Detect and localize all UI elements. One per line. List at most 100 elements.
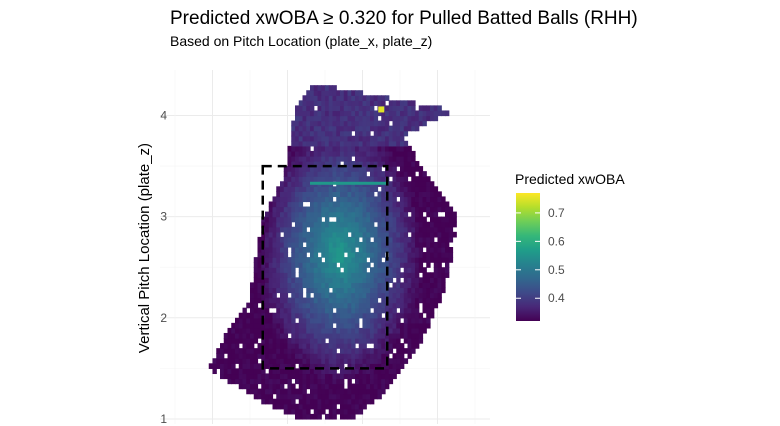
heat-tile	[332, 100, 337, 106]
heat-tile	[317, 196, 322, 203]
heat-tile	[347, 191, 352, 198]
heat-tile	[422, 110, 427, 117]
heat-tile	[358, 247, 364, 253]
heat-tile	[411, 201, 416, 208]
heat-tile	[355, 130, 360, 137]
heat-tile	[302, 257, 307, 263]
heat-tile	[403, 252, 409, 258]
heat-tile	[347, 105, 352, 112]
heat-tile	[283, 231, 289, 238]
heat-tile	[437, 201, 442, 208]
heat-tile	[355, 161, 360, 167]
heat-tile	[280, 378, 285, 385]
heat-tile	[373, 317, 379, 324]
heat-tile	[351, 332, 356, 339]
heat-tile	[343, 348, 349, 354]
heat-tile	[257, 292, 262, 299]
heat-tile	[400, 155, 405, 162]
heat-tile	[317, 211, 322, 218]
heat-tile	[403, 105, 409, 112]
heat-tile	[302, 226, 307, 233]
heat-tile	[295, 140, 300, 147]
heat-tile	[310, 368, 315, 375]
heat-tile	[347, 161, 352, 167]
heat-tile	[366, 332, 371, 339]
heat-tile	[336, 383, 341, 390]
heat-tile	[313, 262, 319, 268]
heat-tile	[377, 135, 382, 142]
heat-tile	[358, 125, 364, 132]
heat-tile	[351, 100, 356, 106]
heat-tile	[276, 368, 281, 375]
heat-tile	[306, 398, 311, 405]
heat-tile	[370, 171, 375, 177]
heat-tile	[448, 216, 454, 223]
heat-tile	[430, 206, 435, 213]
heat-tile	[373, 186, 379, 192]
heat-tile	[377, 358, 382, 364]
heat-tile	[377, 393, 382, 400]
heat-tile	[332, 338, 337, 344]
heat-tile	[302, 267, 307, 273]
heat-tile	[362, 368, 367, 375]
heat-tile	[295, 277, 300, 283]
heat-tile	[317, 282, 322, 289]
heat-tile	[370, 226, 375, 233]
heat-tile	[381, 211, 386, 218]
heat-tile	[310, 206, 315, 213]
heat-tile	[272, 292, 277, 299]
heat-tile	[298, 332, 304, 339]
heat-tile	[388, 348, 394, 354]
heat-tile	[268, 378, 274, 385]
heat-tile	[268, 368, 274, 375]
heat-tile	[313, 216, 319, 223]
heat-tile	[265, 363, 270, 369]
heat-tile	[426, 322, 431, 329]
heat-tile	[347, 388, 352, 395]
heat-tile	[302, 211, 307, 218]
heat-tile	[373, 353, 379, 359]
heat-tile	[336, 90, 341, 96]
heat-tile	[313, 115, 319, 122]
heat-tile	[328, 383, 334, 390]
heat-tile	[295, 226, 300, 233]
heat-tile	[430, 307, 435, 314]
heat-tile	[328, 398, 334, 405]
heat-tile	[340, 312, 345, 319]
heat-tile	[445, 206, 450, 213]
heat-tile	[310, 348, 315, 354]
heat-tile	[276, 216, 281, 223]
heat-tile	[351, 287, 356, 294]
heat-tile	[306, 95, 311, 101]
heat-tile	[415, 166, 420, 172]
heat-tile	[362, 186, 367, 192]
heat-tile	[343, 413, 349, 420]
heat-tile	[235, 332, 240, 339]
heat-tile	[340, 211, 345, 218]
heat-tile	[291, 161, 296, 167]
heat-tile	[377, 287, 382, 294]
heat-tile	[400, 257, 405, 263]
heat-tile	[313, 332, 319, 339]
heat-tile	[250, 358, 255, 364]
heat-tile	[388, 135, 394, 142]
heat-tile	[321, 312, 326, 319]
heat-tile	[268, 343, 274, 349]
heat-tile	[302, 378, 307, 385]
heat-tile	[351, 125, 356, 132]
heat-tile	[283, 378, 289, 385]
heat-tile	[220, 348, 225, 354]
heat-tile	[388, 186, 394, 192]
heat-tile	[441, 241, 446, 248]
heat-tile	[336, 292, 341, 299]
heat-tile	[242, 353, 247, 359]
heat-tile	[400, 140, 405, 147]
heat-tile	[373, 388, 379, 395]
heat-tile	[298, 161, 304, 167]
heat-tile	[343, 338, 349, 344]
heat-tile	[415, 120, 420, 127]
heat-tile	[313, 348, 319, 354]
heat-tile	[415, 257, 420, 263]
heat-tile	[332, 363, 337, 369]
heat-tile	[385, 105, 390, 112]
